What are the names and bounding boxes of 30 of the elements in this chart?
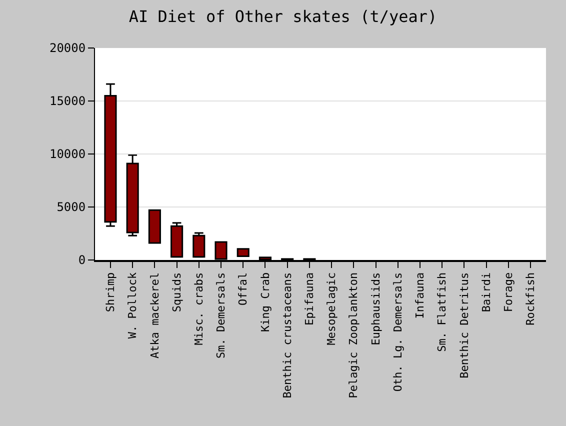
x-tick-label: Infauna xyxy=(414,272,427,319)
bar xyxy=(236,248,250,258)
x-tick-label: Oth. Lg. Demersals xyxy=(391,272,404,392)
y-tick-label: 5000 xyxy=(56,200,86,214)
x-tick-label: Benthic crustaceans xyxy=(280,272,294,398)
x-tick-label: Benthic Detritus xyxy=(458,272,471,378)
x-tick-label: Rockfish xyxy=(524,272,538,326)
x-tick-label: Squids xyxy=(170,272,184,312)
bar xyxy=(148,209,161,244)
x-tick-label: Sm. Demersals xyxy=(214,272,228,358)
x-tick-label: Euphausiids xyxy=(369,272,382,346)
y-tick-label: 15000 xyxy=(49,94,86,108)
x-tick-label: King Crab xyxy=(258,272,272,332)
x-tick-label: Mesopelagic xyxy=(325,272,338,346)
y-tick-label: 10000 xyxy=(49,147,86,162)
x-tick-label: Atka mackerel xyxy=(148,272,162,358)
x-tick-label: Forage xyxy=(502,272,515,312)
chart-title: AI Diet of Other skates (t/year) xyxy=(128,6,438,26)
x-tick-label: Misc. crabs xyxy=(192,272,206,346)
x-tick-label: W. Pollock xyxy=(126,272,140,339)
x-tick-label: Sm. Flatfish xyxy=(436,272,449,352)
x-tick-label: Bairdi xyxy=(480,272,493,312)
x-tick-label: Epifauna xyxy=(303,272,316,326)
y-tick-label: 0 xyxy=(78,253,86,268)
x-tick-label: Shrimp xyxy=(104,272,118,312)
x-tick-label: Pelagic Zooplankton xyxy=(347,272,360,398)
bar xyxy=(170,225,184,258)
bar xyxy=(192,234,206,258)
y-tick-label: 20000 xyxy=(49,41,86,56)
x-tick-label: Offal xyxy=(236,272,250,306)
